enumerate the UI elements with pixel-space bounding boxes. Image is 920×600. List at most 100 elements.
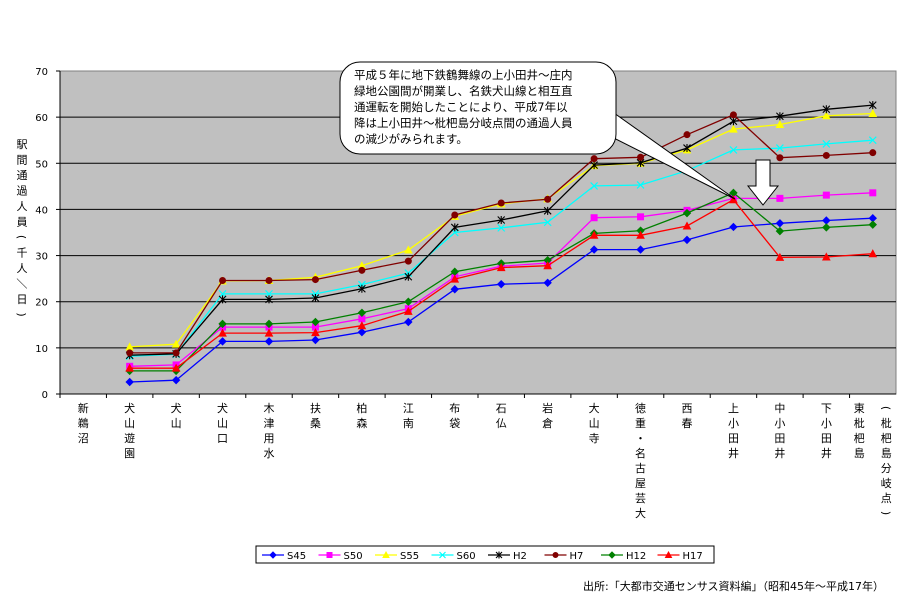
x-category-char: 井 — [821, 446, 832, 460]
data-point-marker — [497, 199, 505, 207]
data-point-marker — [682, 208, 692, 218]
x-category-label: 西春 — [682, 402, 693, 430]
x-category-label: 扶桑 — [310, 401, 321, 430]
x-category-char: 倉 — [542, 416, 553, 430]
data-point-marker — [637, 213, 645, 221]
data-point-marker — [589, 230, 599, 239]
data-point-marker — [868, 249, 878, 258]
x-category-char: 山 — [589, 417, 600, 430]
y-axis-label-char: 通 — [17, 169, 28, 182]
x-category-char: 大 — [635, 506, 646, 520]
data-point-marker — [218, 337, 227, 346]
data-point-marker — [822, 223, 831, 232]
data-point-marker — [403, 245, 413, 254]
series-s45 — [125, 213, 877, 387]
data-point-marker — [357, 308, 367, 317]
data-point-marker — [543, 261, 553, 270]
callout-line: 降は上小田井～枇杷島分岐点間の通過人員 — [354, 116, 573, 130]
x-category-char: 犬 — [124, 401, 135, 415]
data-point-marker — [868, 220, 877, 229]
data-point-marker — [729, 111, 737, 119]
legend-item: S50 — [318, 551, 363, 562]
y-tick-label: 20 — [35, 298, 48, 309]
data-point-marker — [636, 181, 645, 189]
data-point-marker — [776, 112, 784, 121]
x-category-label: 岩倉 — [542, 401, 553, 430]
data-point-marker — [451, 211, 459, 219]
x-category-char: 鵜 — [78, 416, 89, 430]
x-category-char: 津 — [264, 417, 275, 430]
data-point-marker — [439, 551, 446, 559]
data-point-marker — [404, 317, 413, 327]
x-category-char: 新 — [78, 401, 89, 415]
data-point-marker — [357, 327, 367, 337]
callout-box — [339, 61, 617, 155]
x-category-char: 用 — [264, 432, 275, 445]
data-point-marker — [264, 328, 274, 337]
x-category-char: 枇 — [854, 416, 865, 430]
data-point-marker — [450, 285, 459, 294]
data-point-marker — [171, 363, 181, 372]
legend-label: H2 — [513, 551, 527, 562]
data-point-marker — [683, 131, 691, 139]
x-category-char: 口 — [217, 432, 228, 445]
data-point-marker — [776, 194, 784, 202]
x-category-label: 布袋 — [449, 402, 460, 430]
data-point-marker — [729, 195, 738, 204]
series-h17 — [125, 195, 878, 372]
x-category-char: 山 — [217, 417, 228, 430]
x-category-char: 岐 — [881, 477, 892, 490]
x-category-char: 水 — [264, 447, 275, 460]
data-point-marker — [218, 295, 227, 304]
data-point-marker — [729, 124, 738, 133]
series-h7 — [126, 111, 877, 357]
x-category-char: 江 — [403, 402, 414, 415]
source-note: 出所:「大都市交通センサス資料編」（昭和45年～平成17年） — [583, 580, 884, 593]
data-point-marker — [590, 214, 598, 222]
y-tick-label: 40 — [35, 205, 48, 216]
data-point-marker — [218, 328, 227, 337]
data-point-marker — [357, 321, 367, 330]
x-category-char: 小 — [774, 417, 785, 430]
legend-label: S60 — [457, 551, 476, 562]
x-category-char: 犬 — [171, 401, 182, 415]
data-point-marker — [172, 349, 180, 357]
x-category-char: 桑 — [310, 417, 321, 430]
data-point-marker — [822, 191, 830, 199]
x-category-char: 南 — [403, 417, 414, 430]
y-axis-label-char: 千 — [17, 247, 28, 260]
data-point-marker — [636, 230, 645, 239]
data-point-marker — [171, 339, 181, 348]
x-category-char: 徳 — [635, 402, 646, 415]
data-point-marker — [729, 145, 738, 154]
data-point-marker — [683, 144, 691, 153]
data-point-marker — [682, 235, 692, 245]
data-point-marker — [311, 294, 320, 303]
x-category-label: 犬山 — [171, 401, 182, 430]
legend-label: S55 — [400, 551, 419, 562]
x-category-char: 名 — [635, 446, 646, 460]
data-point-marker — [552, 552, 559, 558]
data-point-marker — [543, 218, 552, 227]
data-point-marker — [265, 276, 273, 284]
data-point-marker — [822, 151, 830, 159]
data-point-marker — [590, 155, 598, 163]
data-point-marker — [776, 154, 784, 162]
data-point-marker — [608, 551, 616, 559]
data-point-marker — [496, 263, 506, 272]
data-point-marker — [126, 349, 134, 357]
x-category-char: 園 — [124, 447, 135, 460]
y-axis-label-char: 人 — [17, 200, 28, 213]
legend-box — [255, 545, 715, 564]
data-point-marker — [311, 317, 320, 327]
x-category-label: 上小田井 — [728, 402, 739, 460]
legend-label: H12 — [626, 551, 646, 562]
y-axis-label-char: 駅 — [17, 138, 28, 151]
data-point-marker — [495, 551, 503, 559]
series-group — [125, 101, 878, 387]
